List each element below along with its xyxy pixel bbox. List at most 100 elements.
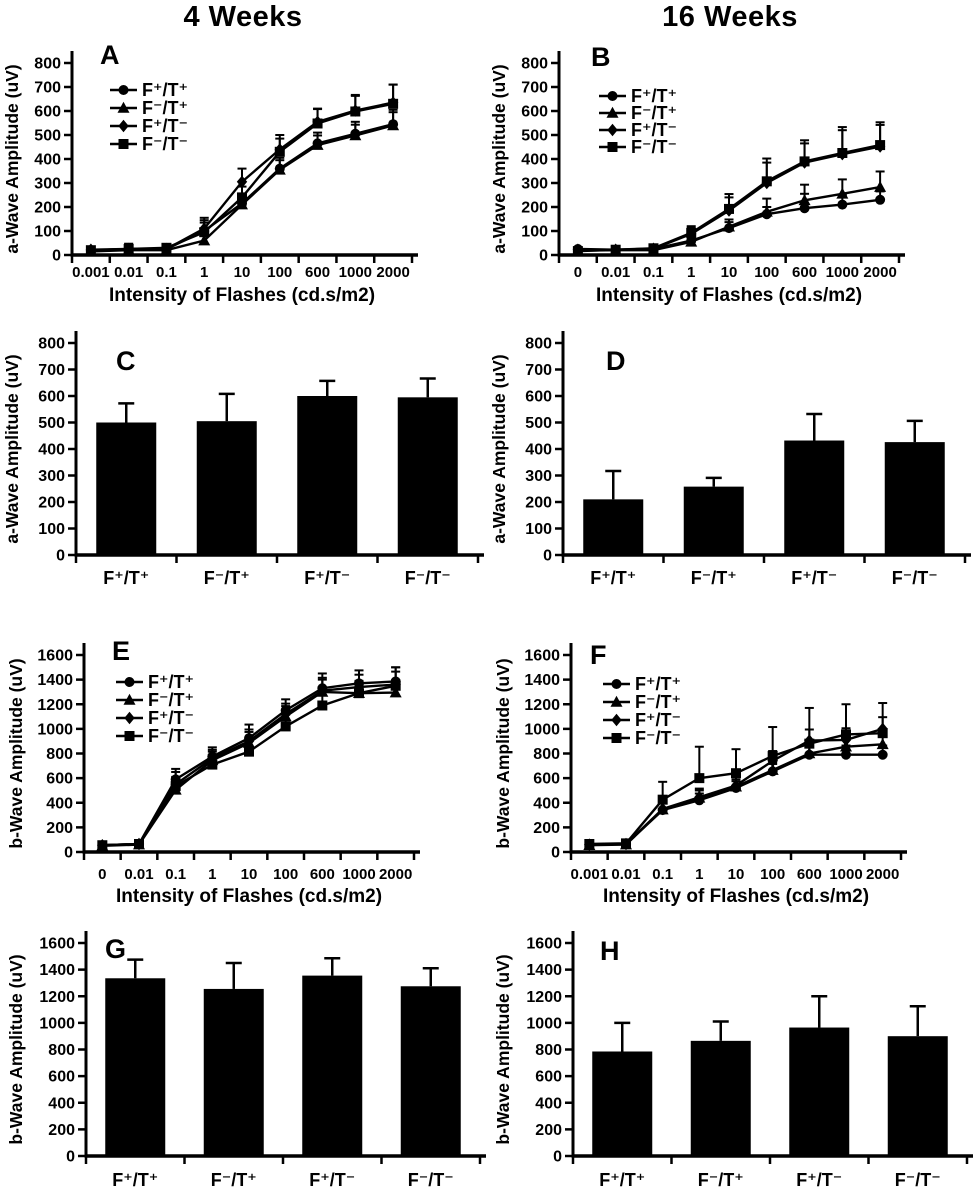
x-category-label: 0 [98,866,106,883]
bar-2 [784,440,845,555]
x-category-label: F⁺/T⁻ [791,568,837,588]
square-marker [350,106,361,117]
legend-circle-marker [118,85,129,95]
x-category-label: 100 [273,866,298,883]
legend: F⁺/T⁺F⁻/T⁺F⁺/T⁻F⁻/T⁻ [110,80,188,154]
y-tick-label: 800 [48,1042,75,1059]
triangle-marker [876,738,889,750]
square-marker [312,118,323,129]
series-square [85,98,399,256]
y-tick-label: 1400 [524,672,560,689]
square-marker [648,243,659,254]
y-tick-label: 200 [525,495,552,512]
x-category-label: 10 [721,264,738,281]
legend: F⁺/T⁺F⁻/T⁺F⁺/T⁻F⁻/T⁻ [116,672,194,746]
y-tick-label: 400 [535,1095,562,1112]
x-category-label: 10 [728,866,745,883]
x-category-label: 100 [760,866,785,883]
x-axis-title: Intensity of Flashes (cd.s/m2) [596,285,862,306]
bar-2 [789,1027,850,1156]
panel-letter: A [100,40,120,70]
y-tick-label: 0 [66,1149,75,1166]
triangle-marker [685,235,698,247]
square-marker [621,838,631,849]
x-category-label: F⁺/T⁺ [103,568,149,588]
x-category-label: 1000 [339,264,372,281]
triangle-marker [198,234,211,246]
legend-label: F⁺/T⁺ [142,80,188,100]
x-category-label: F⁻/T⁺ [204,568,250,588]
square-marker [199,227,210,238]
square-marker [207,759,218,770]
square-marker [317,700,328,711]
triangle-marker [803,747,816,759]
legend-label: F⁺/T⁺ [148,672,194,692]
series-line [102,684,396,847]
bar-1 [683,486,744,555]
y-tick-label: 1000 [37,721,73,738]
panel-letter: B [591,42,611,72]
y-tick-label: 200 [34,200,61,217]
x-category-label: 0.1 [156,264,177,281]
y-tick-label: 600 [535,1069,562,1086]
y-axis-title: a-Wave Amplitude (uV) [2,354,22,543]
y-tick-label: 800 [525,336,552,353]
y-tick-label: 600 [38,389,65,406]
series-triangle [571,180,887,256]
y-tick-label: 400 [34,152,61,169]
series-square [97,680,401,851]
y-tick-label: 1400 [526,962,562,979]
square-marker [686,227,697,238]
y-tick-label: 500 [38,415,65,432]
series-square [572,140,886,257]
bar-1 [690,1040,751,1156]
panel-letter: F [590,640,607,670]
y-axis-title: a-Wave Amplitude (uV) [489,64,509,253]
x-category-label: F⁺/T⁺ [599,1170,645,1190]
panel-g-bwave-bar-chart-4wk: 0 200 400 600 800 1000 1200 1400 1600 F⁺/T⁺ F⁻/T⁺ F… [6,931,486,1190]
x-category-label: 600 [310,866,335,883]
x-category-label: 10 [234,264,251,281]
y-tick-label: 300 [34,176,61,193]
x-category-label: 0.01 [601,264,630,281]
legend-label: F⁻/T⁻ [142,134,188,154]
bar-2 [297,396,358,555]
legend-triangle-marker [123,693,136,705]
square-marker [875,140,886,151]
x-category-label: 0.001 [571,866,609,883]
y-tick-label: 200 [521,200,548,217]
square-marker [799,156,810,167]
x-category-label: 600 [797,866,822,883]
legend-triangle-marker [610,695,623,707]
square-marker [170,781,181,792]
series-line [102,690,396,848]
series-square [584,728,888,849]
square-marker [767,750,778,761]
panel-e-bwave-line-chart-4wk: 0 200 400 600 800 1000 1200 1400 1600 0 0.01 0.1 1 10… [6,636,420,907]
y-tick-label: 600 [533,771,560,788]
y-tick-label: 400 [521,152,548,169]
bar-1 [196,421,257,555]
y-tick-label: 200 [46,820,73,837]
triangle-marker [766,763,779,775]
legend-label: F⁻/T⁻ [631,137,677,157]
square-marker [244,746,254,757]
y-tick-label: 800 [535,1042,562,1059]
bar-2 [302,975,363,1156]
square-marker [584,838,595,849]
y-tick-label: 300 [38,468,65,485]
legend-circle-marker [607,91,618,101]
y-tick-label: 100 [38,521,65,538]
legend-circle-marker [124,677,135,687]
triangle-marker [798,194,811,206]
bars [105,957,461,1156]
x-category-label: F⁺/T⁺ [590,568,636,588]
bars [592,995,948,1156]
x-category-label: 1000 [826,264,859,281]
triangle-marker [311,138,324,150]
x-category-label: 600 [792,264,817,281]
panel-letter: H [600,936,620,966]
y-tick-label: 200 [533,820,560,837]
y-axis-title: b-Wave Amplitude (uV) [493,658,513,848]
